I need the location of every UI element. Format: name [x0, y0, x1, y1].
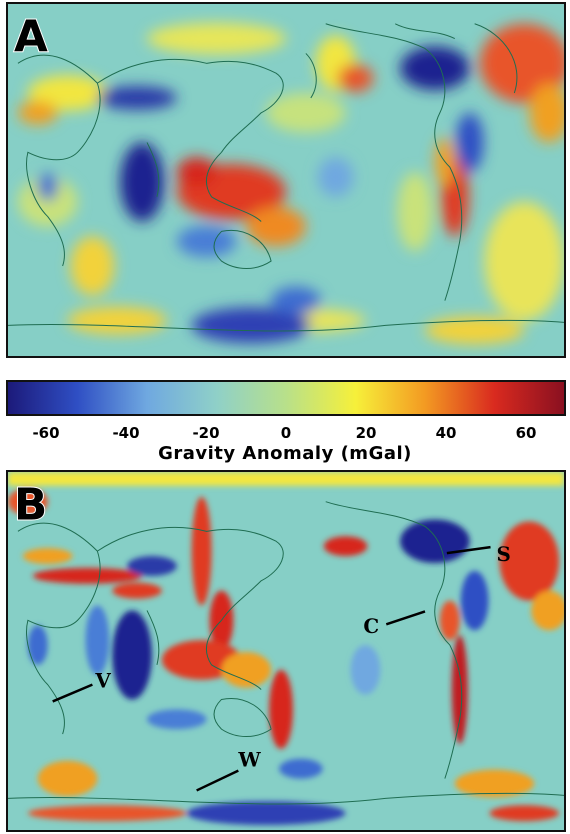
- gravity-map-b: S C V W B: [8, 472, 564, 830]
- profile-label-c: C: [363, 614, 379, 638]
- colorbar-tick-label: -20: [192, 424, 220, 442]
- colorbar-tick-label: 40: [435, 424, 457, 442]
- colorbar-tick-label: -40: [112, 424, 140, 442]
- colorbar-tick-label: -60: [32, 424, 60, 442]
- gravity-map-panel-a: A: [6, 2, 566, 358]
- panel-letter-a: A: [14, 13, 48, 63]
- colorbar-ticks: -60 -40 -20 0 20 40 60: [6, 424, 566, 444]
- colorbar-label: Gravity Anomaly (mGal): [158, 443, 412, 464]
- profile-line-w: [196, 769, 239, 792]
- profile-line-c: [385, 610, 426, 626]
- profile-line-s: [446, 545, 491, 555]
- anomaly-field-a: [17, 22, 564, 345]
- profile-label-w: W: [237, 748, 261, 772]
- coastlines-a: [8, 23, 564, 332]
- colorbar-tick-label: 60: [515, 424, 537, 442]
- profile-line-v: [52, 683, 93, 703]
- gravity-map-a: A: [8, 4, 564, 356]
- colorbar: [6, 380, 566, 416]
- colorbar-tick-label: 0: [280, 424, 292, 442]
- gravity-map-panel-b: S C V W B: [6, 470, 566, 832]
- profile-label-s: S: [496, 542, 510, 566]
- profile-label-v: V: [94, 669, 111, 693]
- panel-letter-b: B: [14, 481, 47, 531]
- profile-lines: [52, 545, 491, 792]
- coastlines-b: [8, 501, 564, 805]
- colorbar-tick-label: 20: [355, 424, 377, 442]
